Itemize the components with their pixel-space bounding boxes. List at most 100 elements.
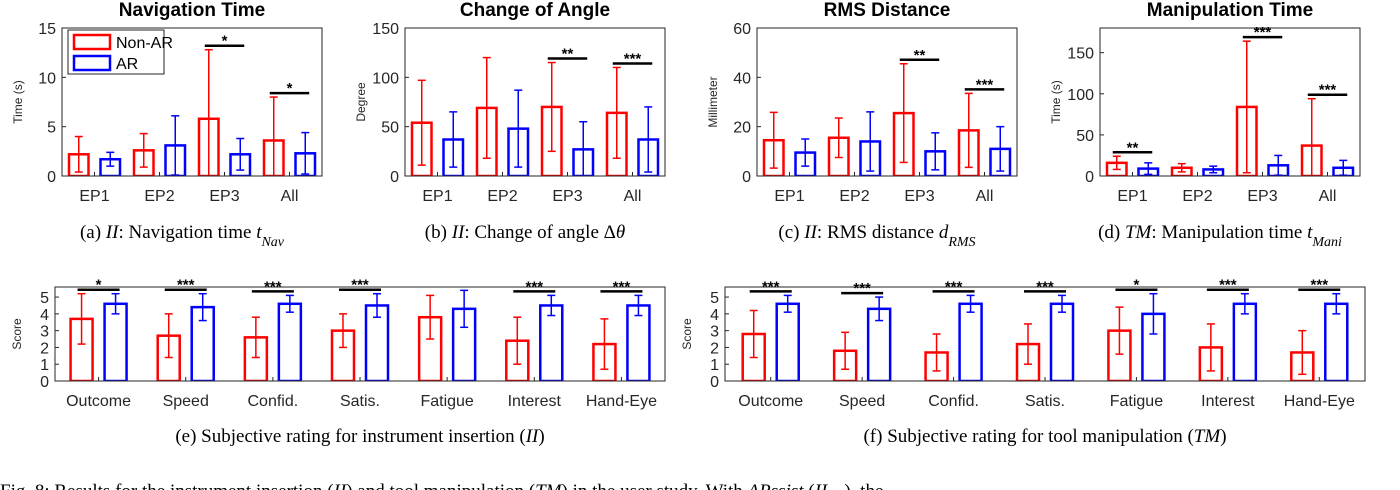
error-bar [514,89,523,168]
y-tick-label: 1 [40,357,49,374]
caption-part: : Change of angle Δ [464,222,616,243]
caption-part: ) in the user study. With [562,481,748,490]
y-tick-label: 10 [38,70,56,87]
caption-part: RMS [947,235,975,250]
error-bar [1240,292,1249,315]
bar [958,302,983,381]
caption-part: (f) Subjective rating for tool manipulat… [863,426,1193,447]
caption-part: II [451,222,466,243]
significance-label: *** [1254,24,1272,41]
significance-label: *** [351,277,369,294]
y-axis-label: Score [680,318,694,350]
chart-title: RMS Distance [824,0,951,21]
y-tick-label: 5 [710,290,719,307]
caption-part: ARssist [746,481,805,490]
significance-label: *** [526,278,544,295]
bar [539,304,564,381]
significance-label: ** [562,46,574,63]
significance-label: *** [177,277,195,294]
significance-label: * [1134,277,1140,294]
error-bar [285,294,294,313]
error-bar [966,294,975,313]
error-bar [769,111,778,169]
error-bar [339,313,347,349]
x-tick-label: Outcome [738,393,803,410]
error-bar [77,292,86,345]
bar [775,302,800,381]
error-bar [449,111,458,168]
x-tick-label: EP2 [144,188,174,205]
caption-part: t [1307,222,1313,243]
error-bar [866,111,875,172]
caption-part: t [256,222,262,243]
bar [1232,302,1258,381]
y-tick-label: 100 [1067,87,1094,104]
error-bar [964,92,973,169]
error-bar [460,289,469,329]
axes-box [54,286,666,382]
bar [103,302,128,381]
y-tick-label: 2 [710,340,719,357]
x-tick-label: EP3 [209,188,239,205]
caption-part: II [803,222,818,243]
axes-box [724,286,1366,382]
caption-part: : Navigation time [118,222,256,243]
bar [626,304,651,381]
caption-part: Nav [260,235,284,250]
error-bar [1058,294,1066,313]
y-axis-label: Time (s) [1049,80,1063,124]
y-axis-label: Millimeter [706,76,720,127]
y-tick-label: 5 [40,290,49,307]
x-tick-label: EP3 [552,188,582,205]
caption: (b) II: Change of angle Δθ [425,222,625,243]
error-bar [875,296,884,322]
x-tick-label: EP1 [79,188,109,205]
x-tick-label: EP1 [1117,188,1147,205]
caption-part: : RMS distance [817,222,939,243]
caption-part: (a) [80,222,106,243]
y-tick-label: 5 [47,120,56,137]
x-tick-label: All [1319,188,1337,205]
plot-area [69,289,651,381]
y-tick-label: 4 [710,307,719,324]
error-bar [749,309,758,359]
caption: (c) II: RMS distance dRMS [778,222,975,250]
significance-label: *** [762,278,780,295]
error-bar [301,131,310,175]
x-tick-label: EP1 [422,188,452,205]
y-tick-label: 15 [38,21,56,38]
caption-part: ) [538,426,544,447]
error-bar [1307,97,1316,176]
error-bar [612,66,621,159]
error-bar [74,135,83,173]
caption-part: Mani [1311,235,1342,250]
plot-area [741,292,1349,381]
y-axis-label: Degree [354,82,368,122]
x-tick-label: EP1 [774,188,804,205]
bar [1324,302,1349,381]
x-tick-label: Interest [1201,393,1255,410]
caption: (e) Subjective rating for instrument ins… [175,426,544,447]
caption-part: ) [1220,426,1226,447]
caption-part: TM [1194,426,1222,447]
caption: (a) II: Navigation time tNav [80,222,285,250]
error-bar [1274,154,1283,176]
y-tick-label: 100 [372,70,399,87]
caption-part: d [939,222,949,243]
error-bar [482,56,491,159]
error-bar [579,120,588,176]
caption-part: ( [804,481,815,490]
plot-area [762,63,1012,176]
caption-part: θ [616,222,625,243]
caption-part: : Manipulation time [1151,222,1307,243]
y-tick-label: 150 [1067,46,1094,63]
error-bar [1144,162,1153,176]
legend-box [67,29,165,75]
error-bar [1209,165,1218,174]
error-bar [417,79,426,166]
error-bar [269,96,278,176]
y-tick-label: 0 [710,374,719,391]
chart-title: Change of Angle [460,0,610,21]
significance-label: *** [1311,277,1329,294]
caption-part: II [525,426,540,447]
